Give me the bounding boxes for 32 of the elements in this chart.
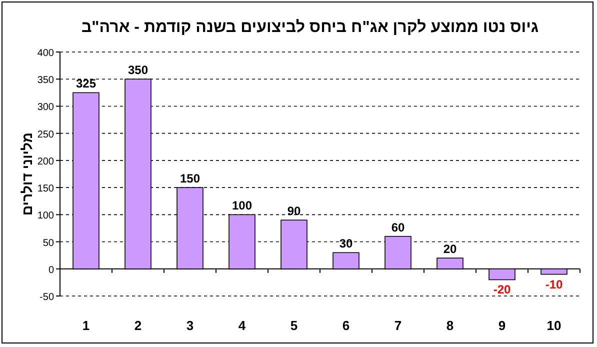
y-tick-label: 0 (48, 264, 54, 276)
data-label: 30 (339, 236, 353, 251)
y-tick-label: 300 (37, 102, 54, 114)
x-tick-label: 1 (82, 318, 90, 333)
x-tick-label: 8 (446, 318, 454, 333)
data-label: 20 (443, 242, 457, 256)
x-tick-label: 7 (394, 318, 402, 333)
y-tick-label: -50 (40, 292, 54, 303)
data-label: 150 (180, 172, 200, 186)
x-tick-label: 2 (134, 318, 142, 333)
x-tick-label: 5 (290, 318, 298, 333)
chart-title: גיוס נטו ממוצע לקרן אג"ח ביחס לביצועים בשנה קודמת - ארה"ב (81, 18, 539, 36)
x-tick-label: 10 (546, 318, 562, 333)
x-tick-label: 4 (238, 318, 246, 333)
data-label: 60 (391, 220, 405, 234)
y-axis-title: מליוני דולרים (19, 132, 35, 216)
x-tick-label: 3 (186, 318, 194, 333)
data-label: -20 (493, 282, 511, 297)
y-tick-label: 250 (37, 129, 54, 140)
data-label: 350 (128, 63, 148, 78)
y-tick-label: 50 (42, 238, 54, 249)
data-label: 325 (76, 76, 96, 91)
x-tick-label: 9 (498, 318, 506, 333)
y-tick-label: 200 (37, 156, 54, 168)
y-tick-label: 150 (37, 184, 54, 195)
y-tick-label: 100 (37, 210, 54, 222)
data-label: -10 (545, 277, 563, 292)
data-label: 100 (232, 198, 252, 213)
y-tick-label: 400 (37, 48, 54, 59)
data-label: 90 (287, 204, 301, 218)
x-tick-label: 6 (342, 318, 350, 333)
y-tick-label: 350 (37, 75, 54, 86)
